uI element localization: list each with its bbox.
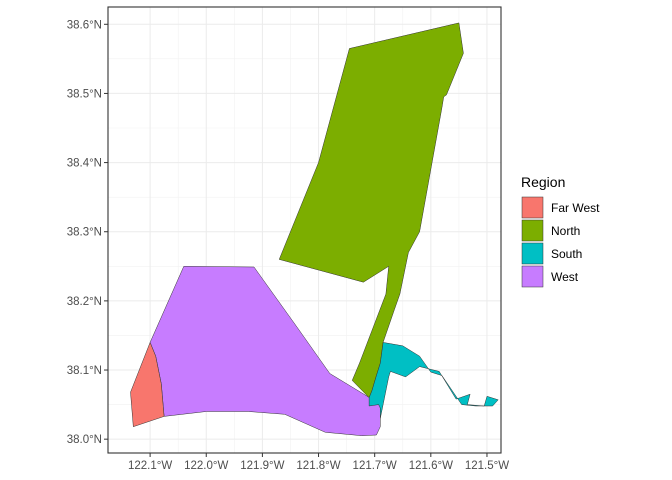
legend-label: Far West — [551, 201, 600, 215]
x-axis-ticks: 122.1°W 122.0°W 121.9°W 121.8°W 121.7°W 121.6… — [128, 453, 509, 472]
legend-label: West — [551, 270, 579, 284]
legend: Region Far West North South West — [521, 174, 600, 288]
panel-border — [107, 6, 502, 454]
x-tick-label: 121.7°W — [353, 460, 397, 472]
legend-items: Far West North South West — [521, 196, 600, 288]
y-tick-label: 38.3°N — [67, 227, 102, 239]
x-tick-label: 121.5°W — [465, 460, 509, 472]
region-far-west — [130, 342, 165, 427]
x-tick-label: 122.0°W — [184, 460, 228, 472]
legend-swatch — [521, 196, 544, 219]
y-tick-label: 38.4°N — [67, 158, 102, 170]
x-tick-label: 121.6°W — [409, 460, 453, 472]
legend-title: Region — [521, 174, 565, 190]
legend-label: North — [551, 224, 580, 238]
legend-swatch — [521, 242, 544, 265]
legend-label: South — [551, 247, 582, 261]
y-tick-label: 38.2°N — [67, 296, 102, 308]
y-tick-label: 38.1°N — [67, 365, 102, 377]
legend-swatch — [521, 265, 544, 288]
y-axis-ticks: 38.0°N 38.1°N 38.2°N 38.3°N 38.4°N 38.5°N 38.6… — [67, 19, 108, 446]
region-north — [278, 22, 464, 398]
region-polygons — [130, 22, 499, 436]
x-tick-label: 121.9°W — [240, 460, 284, 472]
y-tick-label: 38.0°N — [67, 434, 102, 446]
x-tick-label: 121.8°W — [296, 460, 340, 472]
legend-swatch — [521, 219, 544, 242]
region-south — [368, 342, 499, 419]
y-tick-label: 38.5°N — [67, 88, 102, 100]
x-tick-label: 122.1°W — [128, 460, 172, 472]
y-tick-label: 38.6°N — [67, 19, 102, 31]
